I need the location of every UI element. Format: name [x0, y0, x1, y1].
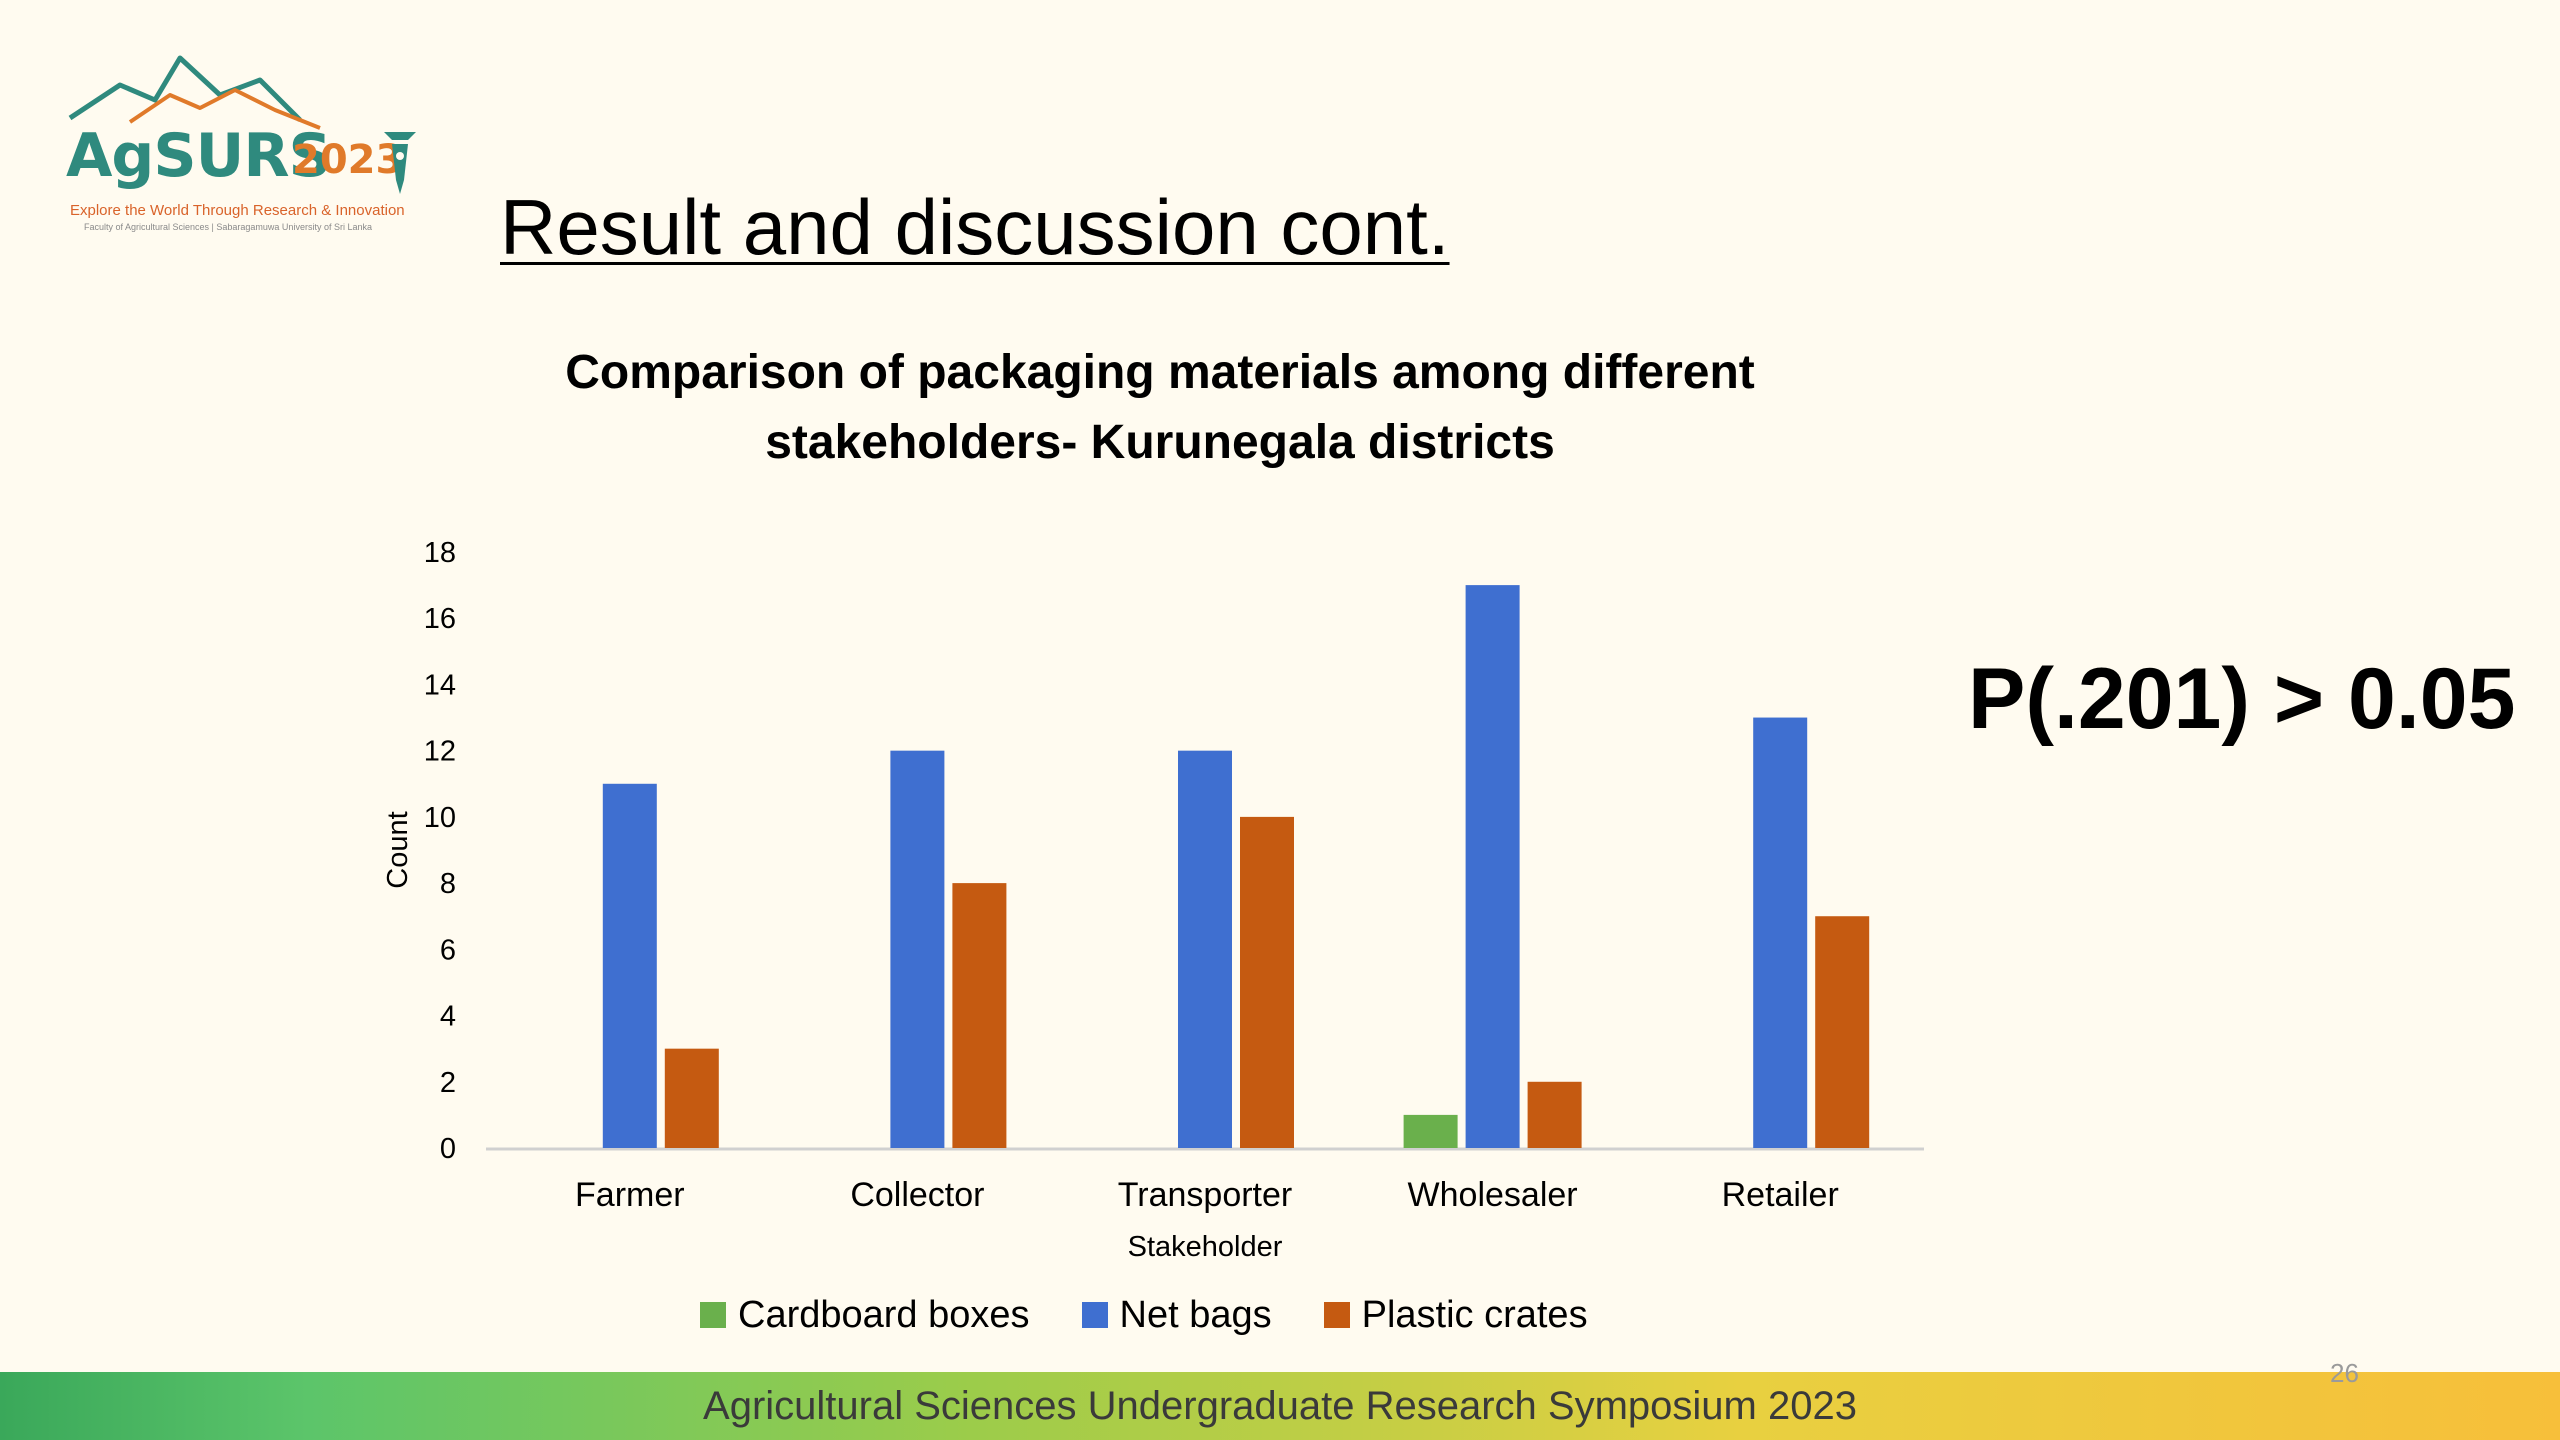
footer-text: Agricultural Sciences Undergraduate Rese…	[703, 1383, 1857, 1428]
legend-swatch-plastic-crates	[1323, 1302, 1350, 1328]
y-tick-label: 12	[424, 736, 456, 768]
p-value-statement: P(.201) > 0.05	[1968, 651, 2516, 747]
bar-chart: 0 2 4 6 8 10 12 14 16 18 Farmer Collector Transport…	[382, 537, 1924, 1263]
bar-net-transporter	[1178, 750, 1232, 1148]
y-tick-label: 18	[424, 537, 456, 569]
bar-plastic-collector	[952, 883, 1007, 1148]
legend-swatch-cardboard-boxes	[700, 1302, 726, 1328]
legend-label-net-bags: Net bags	[1119, 1293, 1272, 1336]
bar-net-collector	[890, 750, 945, 1148]
symposium-logo: AgSURS 2023 Explore the World Through Re…	[60, 50, 430, 240]
pen-nib-icon	[384, 132, 416, 194]
slide-title: Result and discussion cont.	[500, 183, 1450, 271]
bar-cardboard-wholesaler	[1403, 1114, 1458, 1148]
chart-legend: Cardboard boxes Net bags Plastic crates	[700, 1290, 1588, 1340]
chart-title-line-2: stakeholders- Kurunegala districts	[765, 416, 1555, 469]
bar-net-wholesaler	[1465, 585, 1520, 1148]
bar-marks	[602, 585, 1870, 1148]
x-tick-label: Farmer	[575, 1176, 685, 1214]
legend-item-plastic-crates: Plastic crates	[1323, 1293, 1588, 1337]
legend-label-cardboard-boxes: Cardboard boxes	[738, 1293, 1030, 1336]
x-axis-ticks: Farmer Collector Transporter Wholesaler Reta…	[575, 1176, 1839, 1214]
y-tick-label: 4	[440, 1001, 456, 1033]
logo-wordmark: AgSURS	[66, 121, 332, 191]
legend-item-cardboard-boxes: Cardboard boxes	[700, 1294, 1030, 1337]
y-tick-label: 10	[424, 802, 456, 834]
y-tick-label: 0	[440, 1133, 456, 1165]
chart-title: Comparison of packaging materials among …	[520, 338, 1800, 478]
bar-net-farmer	[602, 783, 657, 1148]
y-tick-label: 2	[440, 1067, 456, 1099]
bar-plastic-transporter	[1240, 816, 1294, 1148]
x-tick-label: Transporter	[1118, 1176, 1292, 1214]
y-tick-label: 6	[440, 934, 456, 966]
logo-year: 2023	[292, 137, 404, 183]
bar-plastic-wholesaler	[1527, 1081, 1582, 1148]
footer-banner: Agricultural Sciences Undergraduate Rese…	[0, 1372, 2560, 1440]
chart-title-line-1: Comparison of packaging materials among …	[565, 346, 1755, 399]
y-tick-label: 16	[424, 603, 456, 635]
logo-tagline: Explore the World Through Research & Inn…	[70, 202, 405, 219]
bar-net-retailer	[1753, 717, 1808, 1148]
y-axis-ticks: 0 2 4 6 8 10 12 14 16 18	[424, 537, 456, 1165]
legend-label-plastic-crates: Plastic crates	[1361, 1293, 1588, 1336]
y-tick-label: 14	[424, 669, 456, 701]
x-tick-label: Collector	[850, 1176, 984, 1214]
mountain-logo-icon	[68, 55, 321, 130]
y-tick-label: 8	[440, 868, 456, 900]
legend-item-net-bags: Net bags	[1081, 1293, 1272, 1337]
x-tick-label: Wholesaler	[1408, 1176, 1578, 1214]
legend-swatch-net-bags	[1081, 1302, 1108, 1328]
bar-plastic-retailer	[1815, 916, 1870, 1148]
bar-plastic-farmer	[664, 1048, 719, 1148]
x-tick-label: Retailer	[1722, 1176, 1839, 1214]
x-axis-label: Stakeholder	[1128, 1231, 1283, 1263]
y-axis-label: Count	[382, 811, 414, 888]
logo-subtagline: Faculty of Agricultural Sciences | Sabar…	[84, 222, 372, 232]
page-number: 26	[2330, 1358, 2359, 1388]
